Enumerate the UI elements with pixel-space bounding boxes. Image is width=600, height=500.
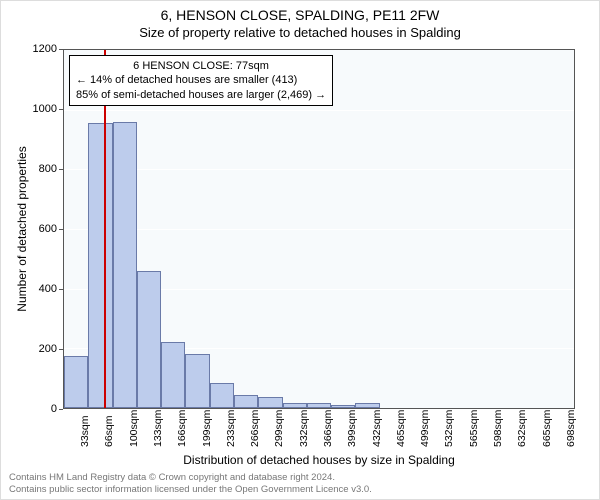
gridline-h (64, 229, 574, 230)
histogram-bar (113, 122, 137, 408)
y-tick (59, 229, 63, 230)
chart-container: 6, HENSON CLOSE, SPALDING, PE11 2FW Size… (0, 0, 600, 500)
footer-line-1: Contains HM Land Registry data © Crown c… (9, 472, 372, 483)
x-tick-label: 332sqm (298, 410, 310, 447)
x-axis-label: Distribution of detached houses by size … (63, 453, 575, 467)
histogram-bar (355, 403, 379, 408)
histogram-bar (258, 397, 282, 408)
x-tick-label: 366sqm (322, 410, 334, 447)
y-tick (59, 49, 63, 50)
histogram-bar (161, 342, 185, 408)
y-tick-label: 400 (17, 283, 57, 295)
x-tick-label: 233sqm (225, 410, 237, 447)
x-tick-label: 66sqm (103, 415, 115, 447)
histogram-bar (185, 354, 209, 408)
x-tick-label: 299sqm (273, 410, 285, 447)
y-tick (59, 349, 63, 350)
histogram-bar (88, 123, 112, 408)
info-box-line: 6 HENSON CLOSE: 77sqm (76, 59, 326, 73)
x-tick-label: 432sqm (371, 410, 383, 447)
footer-attribution: Contains HM Land Registry data © Crown c… (9, 472, 372, 495)
x-tick-label: 665sqm (541, 410, 553, 447)
y-tick-label: 200 (17, 343, 57, 355)
y-tick-label: 600 (17, 223, 57, 235)
x-tick-label: 100sqm (128, 410, 140, 447)
histogram-bar (210, 383, 234, 408)
x-tick-label: 266sqm (249, 410, 261, 447)
x-tick-label: 532sqm (443, 410, 455, 447)
x-tick-label: 632sqm (516, 410, 528, 447)
histogram-bar (137, 271, 161, 408)
x-tick-label: 166sqm (176, 410, 188, 447)
x-tick-label: 499sqm (419, 410, 431, 447)
x-tick-label: 565sqm (468, 410, 480, 447)
x-tick-label: 698sqm (565, 410, 577, 447)
y-tick-label: 0 (17, 403, 57, 415)
histogram-bar (307, 403, 331, 408)
footer-line-2: Contains public sector information licen… (9, 484, 372, 495)
y-tick-label: 1200 (17, 43, 57, 55)
info-box-line: 85% of semi-detached houses are larger (… (76, 88, 326, 102)
y-tick-label: 800 (17, 163, 57, 175)
chart-title-main: 6, HENSON CLOSE, SPALDING, PE11 2FW (1, 7, 599, 23)
y-tick (59, 109, 63, 110)
x-tick-label: 598sqm (492, 410, 504, 447)
histogram-bar (331, 405, 355, 408)
histogram-bar (64, 356, 88, 408)
x-tick-label: 133sqm (152, 410, 164, 447)
y-tick (59, 169, 63, 170)
x-tick-label: 399sqm (346, 410, 358, 447)
y-tick (59, 289, 63, 290)
x-tick-label: 33sqm (79, 415, 91, 447)
y-tick-label: 1000 (17, 103, 57, 115)
chart-title-sub: Size of property relative to detached ho… (1, 25, 599, 40)
y-tick (59, 409, 63, 410)
gridline-h (64, 110, 574, 111)
histogram-bar (283, 403, 307, 408)
x-tick-label: 199sqm (201, 410, 213, 447)
gridline-h (64, 169, 574, 170)
histogram-bar (234, 395, 258, 408)
x-tick-label: 465sqm (395, 410, 407, 447)
info-box: 6 HENSON CLOSE: 77sqm← 14% of detached h… (69, 55, 333, 106)
info-box-line: ← 14% of detached houses are smaller (41… (76, 73, 326, 87)
